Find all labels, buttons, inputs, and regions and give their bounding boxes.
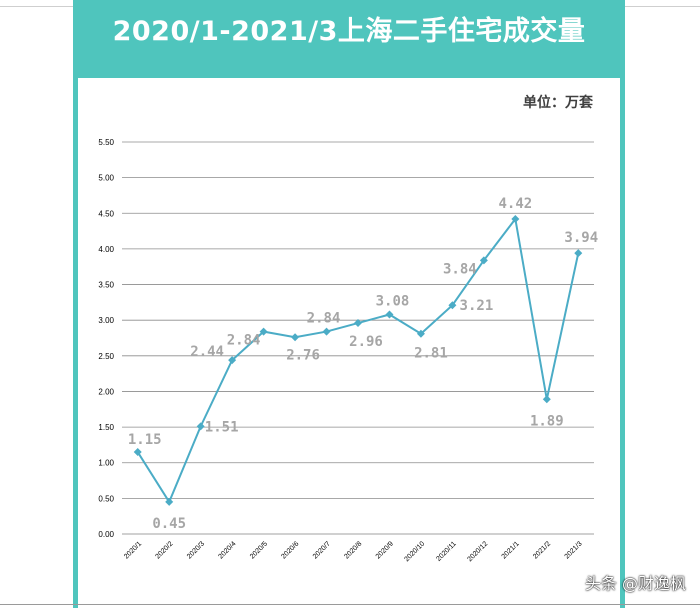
data-label: 3.21 [460, 298, 494, 314]
y-tick-label: 3.00 [98, 316, 114, 325]
data-point [228, 356, 237, 365]
y-tick-label: 5.00 [98, 174, 114, 183]
y-tick-label: 0.00 [98, 530, 114, 539]
x-tick-label: 2020/7 [312, 540, 332, 560]
x-tick-label: 2020/5 [249, 540, 269, 560]
chart-panel [78, 78, 620, 608]
y-axis-ticks: 0.00 0.50 1.00 1.50 2.00 2.50 3.00 3.50 4.00 4.50… [98, 138, 114, 539]
data-point [322, 327, 331, 336]
x-axis-ticks: 2020/1 2020/2 2020/3 2020/4 2020/5 2020/6 2020… [123, 540, 584, 563]
data-point [165, 497, 174, 506]
data-label: 0.45 [152, 516, 186, 532]
data-label: 1.89 [530, 413, 564, 429]
bottom-rule [0, 604, 700, 605]
y-tick-label: 1.00 [98, 459, 114, 468]
data-label: 4.42 [498, 196, 532, 212]
data-label: 2.44 [190, 344, 224, 360]
data-point [196, 422, 205, 431]
series-markers [133, 214, 583, 506]
data-point [354, 319, 362, 328]
watermark: 头条 @财逸枫 [584, 574, 686, 593]
data-point [574, 249, 583, 258]
data-point [385, 310, 394, 319]
x-tick-label: 2021/1 [501, 540, 521, 560]
data-label: 2.84 [307, 311, 341, 327]
unit-label: 单位：万套 [523, 95, 593, 111]
data-label: 1.15 [128, 432, 162, 448]
y-tick-label: 5.50 [98, 138, 114, 147]
x-tick-label: 2020/2 [155, 540, 175, 560]
x-tick-label: 2020/12 [466, 540, 489, 563]
data-label: 3.08 [376, 293, 410, 309]
data-point [511, 214, 520, 223]
y-tick-label: 1.50 [98, 423, 114, 432]
data-label: 3.94 [564, 230, 598, 246]
chart-title: 2020/1-2021/3上海二手住宅成交量 [112, 16, 586, 47]
y-tick-label: 4.00 [98, 245, 114, 254]
x-tick-label: 2020/9 [375, 540, 395, 560]
data-point [416, 329, 425, 338]
x-tick-label: 2021/2 [532, 540, 552, 560]
y-tick-label: 4.50 [98, 209, 114, 218]
x-tick-label: 2020/4 [217, 540, 237, 560]
data-point [133, 448, 142, 457]
series-line [136, 216, 580, 505]
x-tick-label: 2020/1 [123, 540, 143, 560]
data-label: 1.51 [205, 419, 239, 435]
y-tick-label: 0.50 [98, 494, 114, 503]
y-tick-label: 3.50 [98, 281, 114, 290]
data-point [479, 256, 488, 265]
data-label: 2.96 [349, 334, 383, 350]
data-label: 2.76 [286, 347, 320, 363]
x-tick-label: 2020/8 [343, 540, 363, 560]
y-tick-label: 2.00 [98, 387, 114, 396]
x-tick-label: 2020/6 [280, 540, 300, 560]
data-label: 2.81 [414, 346, 448, 362]
data-point [448, 301, 457, 310]
data-labels: 1.150.451.512.442.842.762.842.963.082.81… [128, 196, 598, 532]
data-point [259, 327, 268, 336]
x-tick-label: 2021/3 [564, 540, 584, 560]
x-tick-label: 2020/11 [435, 540, 458, 563]
x-tick-label: 2020/3 [186, 540, 206, 560]
data-label: 3.84 [443, 261, 477, 277]
data-point [542, 395, 551, 404]
data-label: 2.84 [227, 333, 261, 349]
data-point [291, 333, 300, 342]
y-tick-label: 2.50 [98, 352, 114, 361]
x-tick-label: 2020/10 [403, 540, 426, 563]
